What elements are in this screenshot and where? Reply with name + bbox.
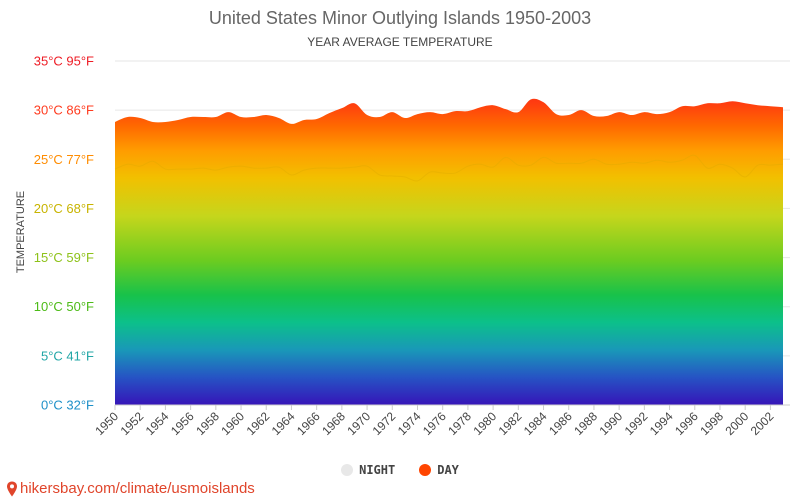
chart-title: United States Minor Outlying Islands 195… [208, 8, 592, 28]
x-tick-label: 1976 [420, 409, 449, 438]
x-tick-label: 1968 [319, 409, 348, 438]
legend-item-night[interactable]: NIGHT [341, 463, 395, 477]
y-tick-label: 0°C 32°F [41, 398, 94, 413]
x-tick-label: 1974 [395, 409, 424, 438]
x-tick-label: 1988 [571, 409, 600, 438]
y-tick-label: 30°C 86°F [34, 103, 94, 118]
x-tick-label: 1960 [218, 409, 247, 438]
y-tick-label: 5°C 41°F [41, 348, 94, 363]
map-pin-icon [7, 481, 17, 496]
x-tick-label: 1956 [168, 409, 197, 438]
x-tick-label: 1950 [92, 409, 121, 438]
x-tick-label: 1998 [697, 409, 726, 438]
legend-item-day[interactable]: DAY [419, 463, 459, 477]
y-tick-label: 10°C 50°F [34, 299, 94, 314]
night-dot-icon [341, 464, 354, 476]
x-tick-label: 2002 [748, 409, 777, 438]
x-tick-label: 1978 [445, 409, 474, 438]
legend-day-label: DAY [437, 463, 459, 477]
legend-night-label: NIGHT [359, 463, 396, 477]
x-tick-label: 2000 [723, 409, 752, 438]
x-tick-label: 1990 [596, 409, 625, 438]
x-tick-label: 1972 [370, 409, 399, 438]
y-tick-labels: 0°C 32°F 5°C 41°F 10°C 50°F 15°C 59°F 20°C 6… [34, 54, 94, 413]
x-tick-label: 1984 [521, 409, 550, 438]
x-tick-label: 1966 [294, 409, 323, 438]
legend: NIGHT DAY [0, 463, 800, 477]
y-tick-label: 35°C 95°F [34, 54, 94, 69]
x-tick-label: 1962 [244, 409, 273, 438]
temperature-chart: 0°C 32°F 5°C 41°F 10°C 50°F 15°C 59°F 20°C 6… [34, 54, 790, 438]
source-text: hikersbay.com/climate/usmoislands [20, 480, 255, 497]
day-dot-icon [419, 464, 432, 476]
x-tick-label: 1996 [672, 409, 701, 438]
y-tick-label: 20°C 68°F [34, 201, 94, 216]
x-tick-labels: 1950195219541956195819601962196419661968… [92, 404, 790, 438]
x-tick-label: 1954 [143, 409, 172, 438]
x-tick-label: 1986 [546, 409, 575, 438]
x-tick-label: 1964 [269, 409, 298, 438]
series-areas [114, 98, 784, 405]
night-line [114, 154, 784, 182]
y-tick-label: 25°C 77°F [34, 152, 94, 167]
source-link[interactable]: hikersbay.com/climate/usmoislands [6, 480, 255, 497]
x-tick-label: 1982 [496, 409, 525, 438]
x-tick-label: 1994 [647, 409, 676, 438]
night-area [115, 155, 783, 405]
y-tick-label: 15°C 59°F [34, 250, 94, 265]
x-tick-label: 1952 [118, 409, 147, 438]
x-tick-label: 1970 [344, 409, 373, 438]
x-tick-label: 1992 [622, 409, 651, 438]
chart-subtitle: YEAR AVERAGE TEMPERATURE [307, 35, 493, 49]
x-tick-label: 1980 [470, 409, 499, 438]
x-tick-label: 1958 [193, 409, 222, 438]
